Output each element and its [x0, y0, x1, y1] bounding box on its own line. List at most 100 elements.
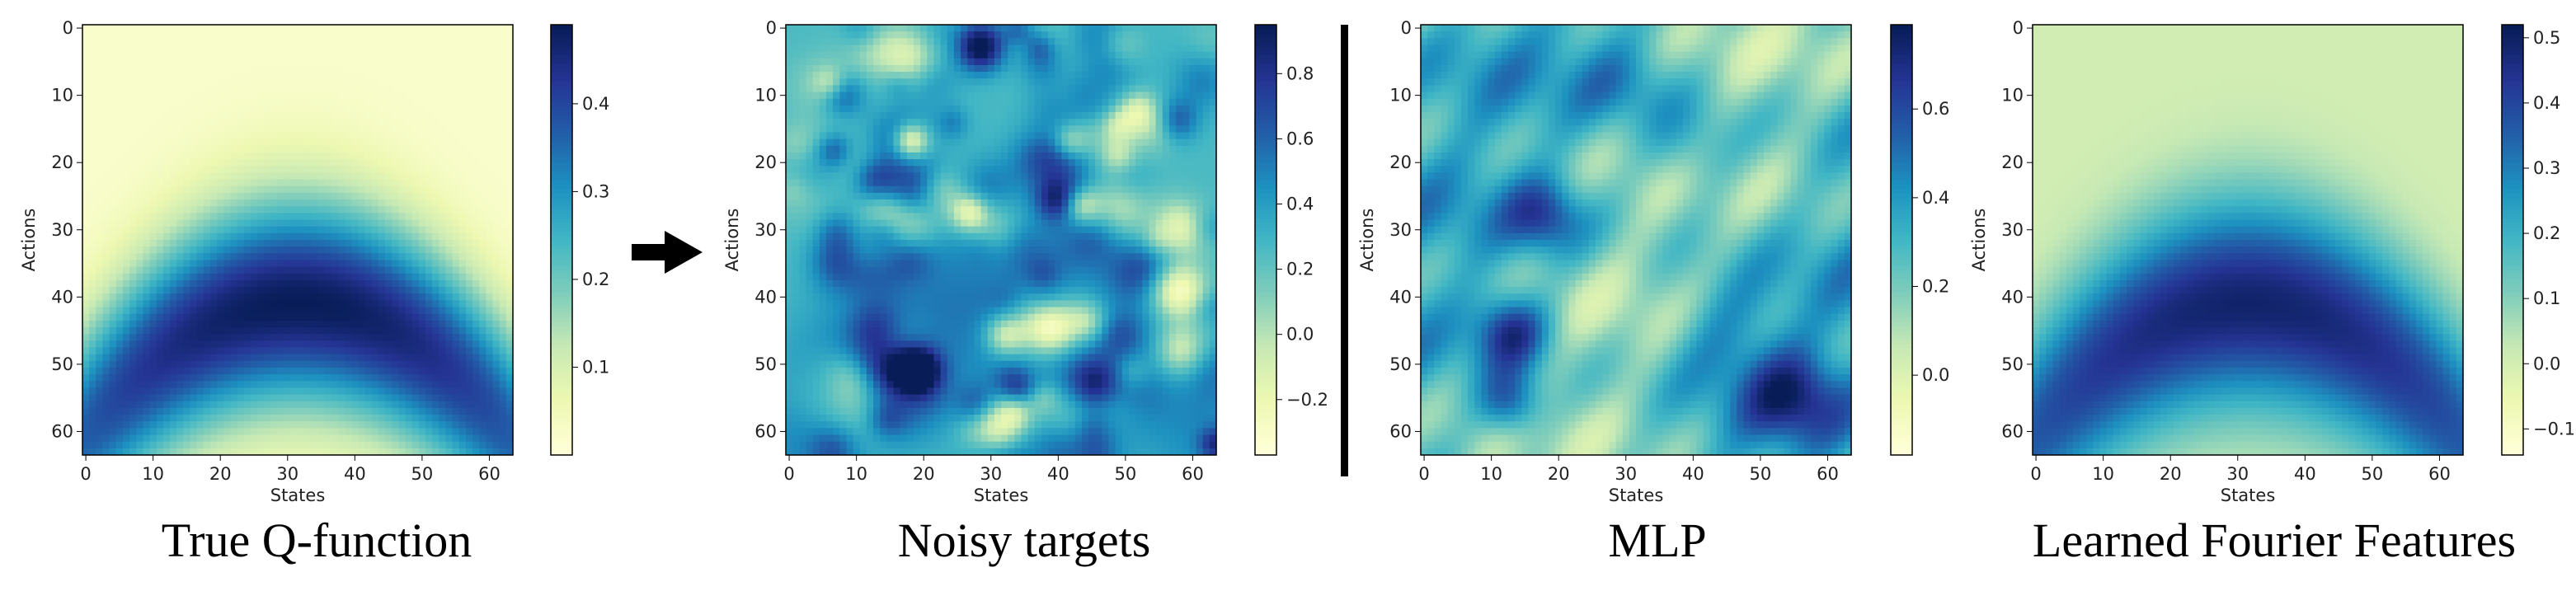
heatmap-cell — [123, 38, 130, 45]
heatmap-cell — [102, 233, 110, 241]
heatmap-cell — [351, 374, 359, 382]
heatmap-cell — [264, 321, 271, 328]
heatmap-cell — [197, 38, 204, 45]
heatmap-cell — [453, 408, 460, 415]
heatmap-cell — [419, 78, 426, 86]
heatmap-cell — [799, 31, 806, 39]
heatmap-cell — [345, 293, 352, 301]
heatmap-cell — [150, 401, 157, 409]
heatmap-cell — [331, 374, 339, 382]
heatmap-cell — [445, 435, 453, 443]
heatmap-cell — [210, 340, 218, 348]
heatmap-cell — [459, 193, 467, 200]
heatmap-cell — [264, 85, 271, 92]
heatmap-cell — [176, 65, 184, 73]
heatmap-cell — [311, 227, 318, 234]
heatmap-cell — [479, 274, 487, 281]
heatmap-cell — [372, 387, 379, 395]
heatmap-cell — [1129, 25, 1136, 32]
heatmap-cell — [102, 401, 110, 409]
colorbar-segment — [551, 364, 572, 369]
heatmap-cell — [317, 85, 325, 92]
heatmap-cell — [230, 354, 237, 362]
heatmap-cell — [89, 59, 96, 66]
heatmap-cell — [210, 374, 218, 382]
heatmap-cell — [217, 92, 224, 100]
heatmap-cell — [311, 106, 318, 113]
heatmap-cell — [251, 227, 258, 234]
heatmap-cell — [1048, 38, 1055, 45]
heatmap-cell — [398, 428, 406, 435]
heatmap-cell — [325, 340, 332, 348]
heatmap-cell — [325, 374, 332, 382]
heatmap-cell — [867, 72, 874, 79]
heatmap-cell — [304, 415, 312, 422]
heatmap-cell — [190, 293, 198, 301]
heatmap-cell — [143, 119, 150, 126]
heatmap-cell — [129, 408, 137, 415]
heatmap-cell — [298, 421, 305, 429]
heatmap-cell — [406, 280, 413, 288]
heatmap-cell — [1182, 78, 1190, 86]
heatmap-cell — [223, 38, 231, 45]
heatmap-cell — [331, 172, 339, 180]
heatmap-cell — [237, 72, 245, 79]
heatmap-cell — [136, 374, 143, 382]
heatmap-cell — [412, 428, 420, 435]
heatmap-cell — [264, 395, 271, 402]
heatmap-cell — [786, 52, 793, 59]
heatmap-cell — [860, 52, 867, 59]
heatmap-cell — [927, 45, 934, 52]
heatmap-cell — [223, 78, 231, 86]
heatmap-cell — [237, 260, 245, 267]
heatmap-cell — [445, 361, 453, 368]
heatmap-cell — [223, 227, 231, 234]
heatmap-cell — [792, 45, 800, 52]
heatmap-cell — [311, 85, 318, 92]
heatmap-cell — [439, 415, 446, 422]
heatmap-cell — [123, 72, 130, 79]
heatmap-cell — [425, 220, 433, 227]
heatmap-cell — [1189, 85, 1196, 92]
heatmap-cell — [479, 152, 487, 160]
heatmap-cell — [1122, 52, 1130, 59]
heatmap-cell — [197, 267, 204, 274]
heatmap-cell — [994, 52, 1002, 59]
heatmap-cell — [223, 300, 231, 307]
heatmap-cell — [378, 253, 386, 260]
heatmap-cell — [860, 65, 867, 73]
heatmap-cell — [331, 267, 339, 274]
heatmap-cell — [325, 139, 332, 147]
heatmap-cell — [406, 38, 413, 45]
heatmap-cell — [230, 368, 237, 375]
heatmap-cell — [392, 300, 399, 307]
heatmap-cell — [479, 408, 487, 415]
heatmap-cell — [96, 334, 103, 341]
heatmap-cell — [1061, 65, 1069, 73]
heatmap-cell — [412, 99, 420, 106]
heatmap-cell — [150, 172, 157, 180]
heatmap-cell — [500, 206, 507, 213]
heatmap-cell — [304, 280, 312, 288]
heatmap-cell — [251, 125, 258, 133]
heatmap-cell — [500, 220, 507, 227]
heatmap-cell — [163, 166, 171, 173]
heatmap-cell — [820, 25, 827, 32]
heatmap-cell — [453, 45, 460, 52]
heatmap-cell — [157, 106, 164, 113]
heatmap-cell — [1035, 78, 1042, 86]
heatmap-cell — [311, 348, 318, 355]
heatmap-cell — [900, 45, 908, 52]
heatmap-cell — [217, 193, 224, 200]
heatmap-cell — [406, 227, 413, 234]
heatmap-cell — [257, 139, 265, 147]
heatmap-cell — [96, 348, 103, 355]
heatmap-cell — [1176, 25, 1183, 32]
heatmap-cell — [183, 99, 190, 106]
heatmap-cell — [385, 408, 393, 415]
heatmap-cell — [425, 435, 433, 443]
heatmap-cell — [157, 253, 164, 260]
heatmap-cell — [217, 220, 224, 227]
heatmap-cell — [325, 387, 332, 395]
heatmap-cell — [311, 421, 318, 429]
